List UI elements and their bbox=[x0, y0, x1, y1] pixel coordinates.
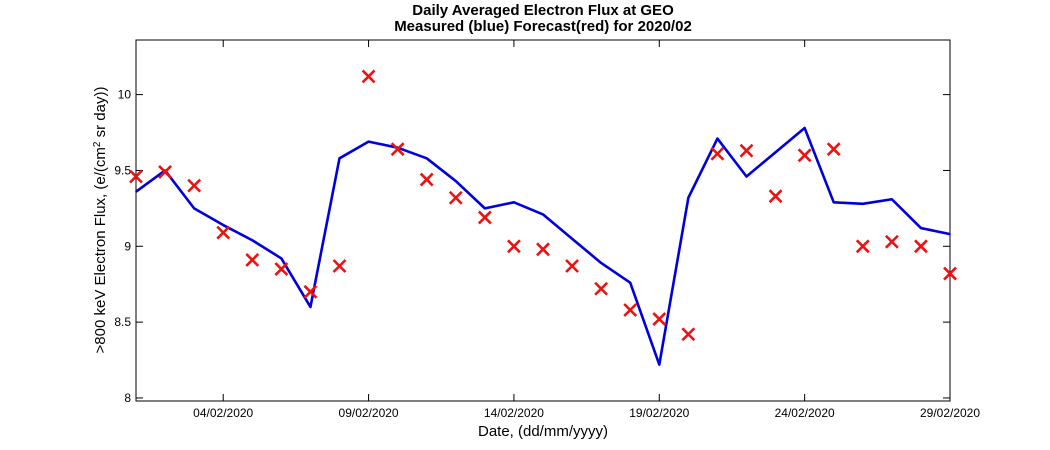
forecast-x-marker bbox=[477, 210, 492, 225]
y-axis-label-main: >800 keV Electron Flux, (e/(cm bbox=[92, 147, 109, 353]
forecast-x-marker bbox=[448, 190, 463, 205]
measured-series-points bbox=[135, 127, 951, 366]
forecast-x-marker bbox=[826, 142, 841, 157]
measured-point bbox=[920, 227, 922, 229]
forecast-x-marker bbox=[768, 189, 783, 204]
forecast-x-marker bbox=[129, 169, 143, 184]
measured-point bbox=[832, 201, 835, 204]
forecast-x-marker bbox=[216, 225, 231, 240]
measured-point bbox=[309, 306, 312, 308]
forecast-x-marker bbox=[914, 239, 928, 254]
y-axis-label: >800 keV Electron Flux, (e/(cm2 sr day)) bbox=[92, 87, 110, 354]
measured-point bbox=[658, 363, 661, 366]
y-axis-ticks: 8 8.5 9 9.5 10 bbox=[114, 88, 950, 405]
forecast-x-marker bbox=[361, 69, 376, 84]
forecast-series-markers bbox=[129, 69, 957, 342]
forecast-x-marker bbox=[419, 172, 434, 187]
forecast-x-marker bbox=[710, 146, 725, 161]
y-axis-label-tail: sr day)) bbox=[92, 87, 109, 142]
measured-point bbox=[745, 175, 748, 178]
y-tick-label: 8 bbox=[124, 391, 131, 405]
measured-point bbox=[571, 237, 573, 240]
forecast-x-marker bbox=[332, 259, 347, 273]
forecast-x-marker bbox=[652, 312, 667, 327]
measured-point bbox=[135, 190, 137, 193]
measured-point bbox=[251, 239, 254, 242]
forecast-x-marker bbox=[739, 143, 754, 158]
forecast-x-marker bbox=[507, 239, 521, 254]
measured-point bbox=[600, 262, 602, 264]
measured-point bbox=[193, 207, 195, 210]
measured-point bbox=[629, 281, 632, 284]
forecast-x-marker bbox=[390, 142, 405, 157]
measured-point bbox=[803, 127, 806, 129]
forecast-x-marker bbox=[158, 165, 172, 179]
measured-point bbox=[367, 140, 370, 143]
forecast-x-marker bbox=[681, 327, 696, 342]
forecast-x-marker bbox=[245, 253, 260, 267]
forecast-x-marker bbox=[855, 239, 870, 254]
forecast-x-marker bbox=[594, 281, 609, 296]
forecast-x-marker bbox=[187, 178, 202, 193]
y-axis-label-superscript: 2 bbox=[92, 141, 103, 147]
chart-title-line-2: Measured (blue) Forecast(red) for 2020/0… bbox=[394, 18, 692, 35]
measured-point bbox=[222, 224, 225, 226]
measured-point bbox=[280, 257, 283, 260]
measured-point bbox=[513, 201, 515, 204]
measured-point bbox=[454, 180, 457, 182]
measured-point bbox=[861, 203, 864, 205]
forecast-x-marker bbox=[623, 303, 638, 317]
forecast-x-marker bbox=[565, 259, 579, 273]
forecast-x-marker bbox=[274, 262, 289, 276]
x-tick-label: 14/02/2020 bbox=[484, 406, 544, 420]
forecast-x-marker bbox=[303, 284, 318, 299]
forecast-x-marker bbox=[797, 148, 812, 163]
y-tick-label: 9.5 bbox=[114, 163, 131, 177]
plot-area-frame bbox=[135, 39, 951, 402]
measured-point bbox=[774, 151, 777, 154]
measured-point bbox=[542, 213, 544, 216]
x-tick-label: 24/02/2020 bbox=[775, 406, 835, 420]
x-axis-label: Date, (dd/mm/yyyy) bbox=[478, 423, 608, 440]
y-tick-label: 8.5 bbox=[114, 315, 131, 329]
forecast-x-marker bbox=[536, 242, 550, 257]
measured-series-line bbox=[135, 126, 951, 366]
forecast-x-marker bbox=[943, 266, 957, 281]
measured-point bbox=[484, 207, 486, 210]
measured-point bbox=[425, 157, 428, 160]
forecast-x-marker bbox=[884, 234, 899, 249]
y-tick-label: 10 bbox=[118, 88, 132, 102]
x-tick-label: 04/02/2020 bbox=[193, 406, 253, 420]
x-axis-ticks: 04/02/2020 09/02/2020 14/02/2020 19/02/2020… bbox=[193, 40, 980, 420]
measured-point bbox=[687, 196, 690, 199]
x-tick-label: 29/02/2020 bbox=[920, 406, 980, 420]
measured-point bbox=[338, 157, 341, 160]
measured-point bbox=[891, 198, 893, 201]
x-tick-label: 19/02/2020 bbox=[629, 406, 689, 420]
chart-title-line-1: Daily Averaged Electron Flux at GEO bbox=[412, 2, 674, 19]
measured-point bbox=[716, 137, 719, 140]
measured-point bbox=[949, 233, 951, 235]
y-tick-label: 9 bbox=[124, 239, 131, 253]
x-tick-label: 09/02/2020 bbox=[339, 406, 399, 420]
